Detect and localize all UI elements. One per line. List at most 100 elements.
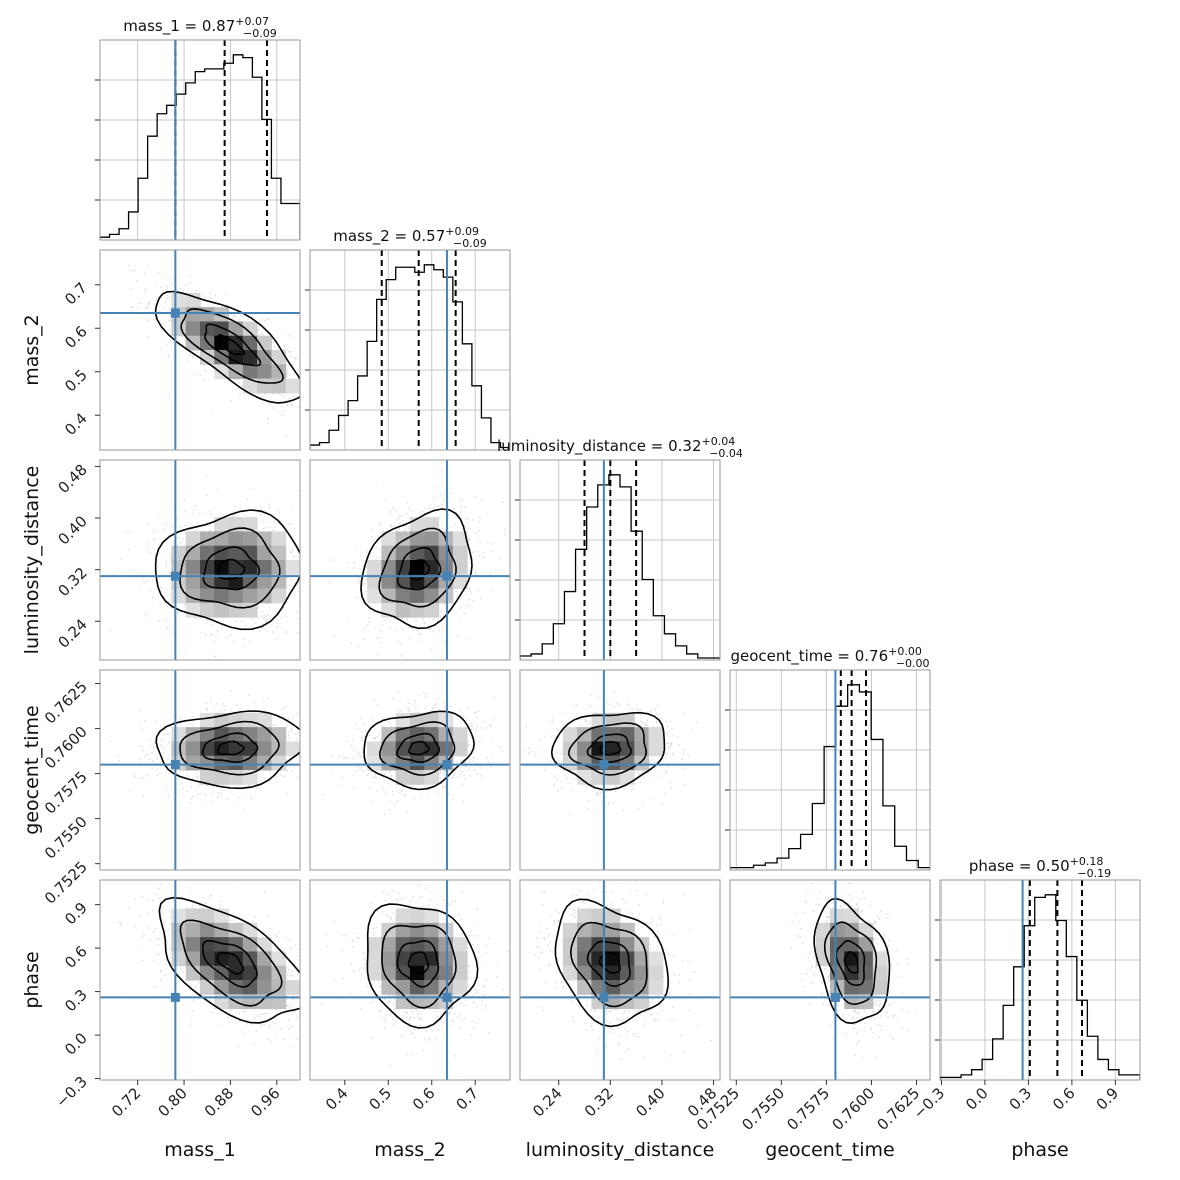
density-cell	[214, 335, 230, 351]
density-cell	[562, 755, 578, 771]
contour-line	[554, 898, 669, 1028]
density-cell	[367, 741, 382, 757]
density-cell	[410, 545, 425, 561]
joint-panel-mass_2-geocent_time	[309, 669, 511, 871]
density-cell	[228, 602, 244, 618]
density-cell	[214, 350, 230, 365]
truth-marker	[442, 992, 452, 1002]
joint-panel-luminosity_distance-phase	[519, 879, 721, 1081]
density-cell	[424, 980, 440, 995]
density-cell	[815, 922, 831, 938]
contour-line	[599, 741, 622, 756]
density-cell	[242, 980, 258, 995]
y-axis-label-luminosity_distance: luminosity_distance	[21, 466, 43, 655]
density-cell	[285, 980, 300, 995]
y-tick-label: 0.32	[54, 564, 90, 600]
density-cell	[620, 951, 635, 967]
x-tick-label: 0.40	[632, 1084, 668, 1120]
truth-marker	[170, 308, 180, 318]
density-cell	[591, 980, 607, 995]
contour-line	[586, 940, 631, 987]
density-cell	[844, 922, 860, 938]
density-cell	[242, 588, 258, 604]
density-cell	[410, 937, 425, 952]
density-cell	[858, 951, 874, 967]
panel-frame	[99, 879, 301, 1081]
density-cell	[257, 965, 272, 981]
panel-frame	[309, 249, 511, 451]
y-tick-label: 0.7550	[41, 813, 91, 863]
joint-panel-luminosity_distance-geocent_time	[519, 669, 721, 871]
contour-line	[569, 921, 648, 1008]
panel-frame	[309, 669, 511, 871]
density-cell	[424, 588, 440, 604]
density-cell	[242, 712, 258, 728]
density-cell	[395, 712, 411, 728]
x-tick-label: 0.6	[409, 1084, 439, 1114]
y-tick-label: 0.5	[61, 366, 91, 396]
panel-content	[520, 670, 720, 870]
density-cell	[271, 951, 287, 967]
density-cell	[185, 937, 201, 952]
x-tick-label: 0.5	[365, 1084, 395, 1114]
x-tick-label: 0.32	[581, 1084, 617, 1120]
density-cell	[648, 965, 664, 981]
joint-panel-mass_2-luminosity_distance	[309, 459, 511, 661]
density-cell	[605, 755, 621, 771]
density-cell	[562, 937, 578, 952]
density-cell	[452, 531, 468, 547]
density-cell	[228, 980, 244, 995]
panel-title-luminosity_distance: luminosity_distance = 0.32+0.04 −0.04	[497, 435, 743, 460]
x-axis-label-phase: phase	[1011, 1139, 1068, 1161]
density-cell	[424, 727, 440, 742]
density-cell	[242, 965, 258, 981]
y-tick-label: 0.7	[61, 279, 91, 309]
density-cell	[214, 937, 230, 952]
panel-content	[310, 460, 510, 660]
panel-background	[520, 460, 720, 660]
density-cell	[285, 560, 300, 575]
density-cell	[228, 588, 244, 604]
density-cell	[200, 908, 215, 924]
density-cell	[872, 980, 888, 995]
density-cell	[410, 770, 425, 785]
x-axis-label-mass_2: mass_2	[374, 1139, 446, 1161]
density-cell	[591, 922, 607, 938]
panel-frame	[519, 669, 721, 871]
contour-line	[550, 711, 666, 791]
x-tick-label: 0.80	[155, 1084, 191, 1120]
density-cell	[562, 922, 578, 938]
density-cell	[830, 937, 845, 952]
density-cell	[257, 980, 272, 995]
density-cell	[257, 951, 272, 967]
truth-marker	[442, 760, 452, 770]
density-cell	[648, 741, 664, 757]
joint-panel-mass_1-phase	[99, 879, 301, 1081]
panel-frame	[939, 879, 1141, 1081]
density-cell	[200, 588, 215, 604]
x-tick-label: 0.4	[322, 1084, 352, 1114]
joint-panel-mass_1-geocent_time	[99, 669, 301, 871]
contour-line	[378, 721, 456, 776]
panel-background	[940, 880, 1140, 1080]
truth-marker	[599, 992, 609, 1002]
y-tick-label: 0.7625	[41, 678, 91, 728]
histogram-steps-mass_2	[310, 264, 510, 450]
density-cell	[381, 980, 397, 995]
density-cell	[452, 574, 468, 590]
panel-title-geocent_time: geocent_time = 0.76+0.00 −0.00	[730, 645, 929, 670]
density-cell	[214, 770, 230, 785]
density-cell	[577, 741, 592, 757]
density-cell	[242, 321, 258, 337]
panel-content	[730, 880, 930, 1080]
panel-frame	[729, 879, 931, 1081]
y-tick-label: −0.3	[52, 1073, 90, 1111]
y-tick-label: 0.7525	[41, 858, 91, 908]
hist-panel-mass_1	[95, 39, 301, 241]
panel-title-phase: phase = 0.50+0.18 −0.19	[969, 855, 1111, 880]
density-cell	[620, 922, 635, 938]
density-cell	[367, 574, 382, 590]
density-cell	[605, 980, 621, 995]
density-cell	[634, 727, 650, 742]
density-cell	[591, 727, 607, 742]
